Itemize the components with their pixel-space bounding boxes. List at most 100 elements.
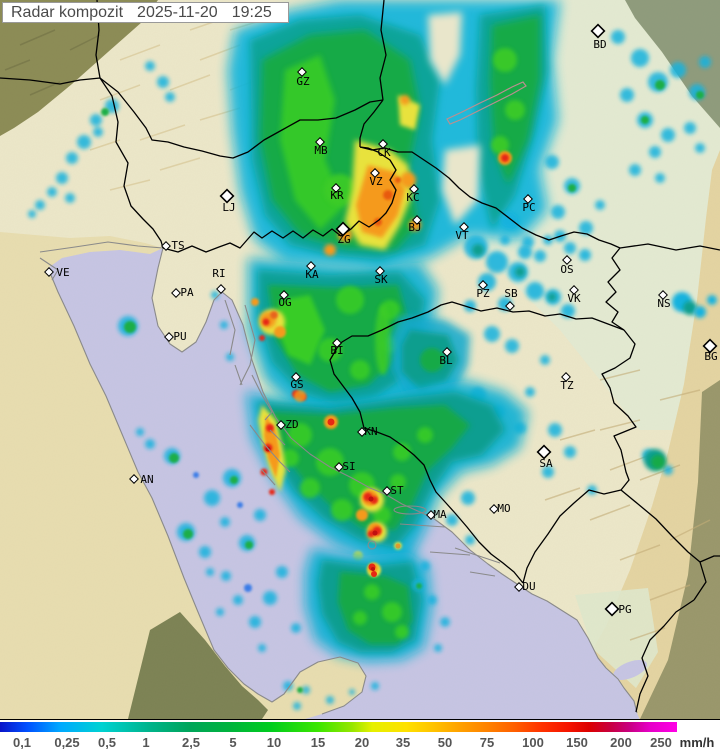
scale-tick-10: 10	[266, 735, 282, 750]
city-diamond-icon	[523, 194, 533, 204]
capital-diamond-icon	[536, 444, 552, 460]
city-BL: BL	[439, 347, 453, 367]
city-OG: OG	[278, 290, 292, 309]
city-label-TS: TS	[171, 239, 184, 252]
city-label-NS: NS	[657, 297, 670, 310]
city-PC: PC	[522, 194, 536, 214]
city-label-VT: VT	[455, 229, 469, 242]
capital-diamond-icon	[702, 338, 718, 354]
city-label-BL: BL	[439, 354, 453, 367]
title-bar: Radar kompozit 2025-11-20 19:25	[2, 2, 289, 23]
scale-tick-75: 75	[479, 735, 495, 750]
city-label-VE: VE	[56, 266, 69, 279]
city-SA: SA	[536, 444, 553, 470]
city-diamond-icon	[161, 241, 171, 251]
title-time: 19:25	[231, 3, 272, 21]
city-diamond-icon	[409, 184, 419, 194]
city-label-VZ: VZ	[369, 175, 383, 188]
city-label-MA: MA	[433, 508, 447, 521]
scale-unit-label: mm/h	[679, 735, 715, 750]
title-date: 2025-11-20	[137, 3, 218, 21]
city-label-BJ: BJ	[408, 221, 421, 234]
city-label-GZ: GZ	[296, 75, 310, 88]
city-label-KN: KN	[364, 425, 377, 438]
radar-map: VE TS AN LJ GZ MB CK VZ KR KC ZG BJ VT PC BD OS PZ SB VK NS…	[0, 0, 720, 720]
city-diamond-icon	[382, 486, 392, 496]
legend-footer: 0,1 0,25 0,5 1 2,5 5 10 15 20 35 50 75 100 150 200 250 …	[0, 720, 720, 751]
city-AN: AN	[129, 473, 154, 486]
city-label-PU: PU	[173, 330, 186, 343]
city-RI: RI	[212, 267, 226, 294]
capital-diamond-icon	[335, 221, 351, 237]
city-diamond-icon	[459, 222, 469, 232]
city-diamond-icon	[332, 338, 342, 348]
city-diamond-icon	[297, 67, 307, 77]
city-diamond-icon	[164, 332, 174, 342]
city-diamond-icon	[370, 168, 380, 178]
city-label-KR: KR	[330, 189, 344, 202]
scale-tick-15: 15	[310, 735, 326, 750]
city-label-SI: SI	[342, 460, 355, 473]
city-BJ: BJ	[408, 215, 422, 234]
city-diamond-icon	[44, 267, 54, 277]
city-label-ZG: ZG	[337, 233, 350, 246]
scale-tick-250: 250	[650, 735, 672, 750]
city-label-PC: PC	[522, 201, 535, 214]
city-diamond-icon	[331, 183, 341, 193]
city-diamond-icon	[276, 420, 286, 430]
city-diamond-icon	[375, 266, 385, 276]
city-PG: PG	[604, 601, 632, 617]
city-diamond-icon	[658, 290, 668, 300]
city-label-PA: PA	[180, 286, 194, 299]
city-label-PG: PG	[618, 603, 631, 616]
city-BI: BI	[330, 338, 344, 357]
city-markers: VE TS AN LJ GZ MB CK VZ KR KC ZG BJ VT PC BD OS PZ SB VK NS…	[44, 23, 718, 617]
city-diamond-icon	[478, 280, 488, 290]
city-diamond-icon	[216, 284, 226, 294]
city-SI: SI	[334, 460, 356, 473]
city-label-ST: ST	[390, 484, 404, 497]
city-MB: MB	[314, 137, 328, 157]
city-MO: MO	[489, 502, 511, 515]
city-diamond-icon	[334, 462, 344, 472]
city-label-MO: MO	[497, 502, 510, 515]
country-borders	[0, 0, 720, 713]
city-label-SK: SK	[374, 273, 388, 286]
coastline-layer	[39, 241, 638, 715]
city-label-KA: KA	[305, 268, 319, 281]
city-OS: OS	[560, 255, 574, 276]
city-label-RI: RI	[212, 267, 225, 280]
city-ZD: ZD	[276, 418, 299, 431]
city-VT: VT	[455, 222, 469, 242]
city-diamond-icon	[412, 215, 422, 225]
city-label-DU: DU	[522, 580, 535, 593]
city-diamond-icon	[279, 290, 289, 300]
city-diamond-icon	[378, 139, 388, 149]
city-TZ: TZ	[560, 372, 574, 392]
city-PU: PU	[164, 330, 187, 343]
scale-tick-20: 20	[354, 735, 370, 750]
city-KC: KC	[406, 184, 420, 204]
scale-tick-1: 1	[142, 735, 150, 750]
city-label-BI: BI	[330, 344, 343, 357]
city-diamond-icon	[561, 372, 571, 382]
city-GZ: GZ	[296, 67, 310, 88]
scale-tick-2,5: 2,5	[181, 735, 201, 750]
scale-tick-200: 200	[610, 735, 632, 750]
city-label-MB: MB	[314, 144, 328, 157]
city-label-GS: GS	[290, 378, 303, 391]
city-label-KC: KC	[406, 191, 419, 204]
city-DU: DU	[514, 580, 536, 593]
scale-tick-150: 150	[566, 735, 588, 750]
city-TS: TS	[161, 239, 185, 252]
city-label-BG: BG	[704, 350, 717, 363]
city-label-LJ: LJ	[222, 201, 235, 214]
city-BG: BG	[702, 338, 718, 363]
city-label-PZ: PZ	[476, 287, 490, 300]
city-CK: CK	[377, 139, 391, 159]
radar-map-canvas: VE TS AN LJ GZ MB CK VZ KR KC ZG BJ VT PC BD OS PZ SB VK NS…	[0, 0, 720, 719]
city-diamond-icon	[306, 261, 316, 271]
city-BD: BD	[590, 23, 607, 51]
city-PA: PA	[171, 286, 194, 299]
